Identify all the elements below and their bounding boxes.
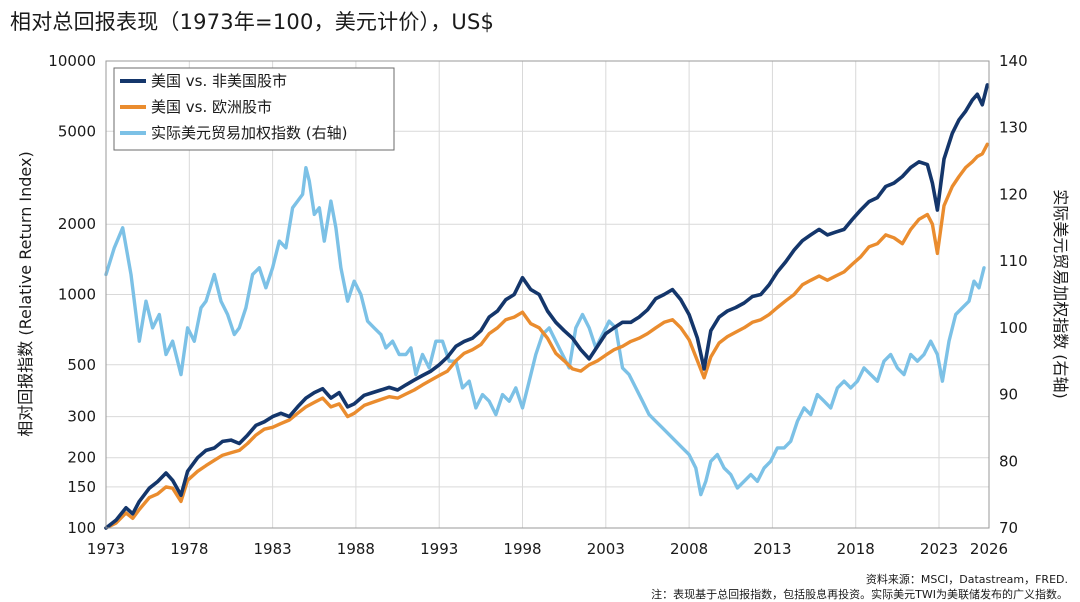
x-tick-label: 1973 — [87, 540, 125, 558]
series-line-us-vs-nonus — [104, 83, 990, 530]
legend-label-us-vs-europe: 美国 vs. 欧洲股市 — [151, 98, 272, 116]
x-tick-label: 2013 — [753, 540, 791, 558]
x-tick-label: 1978 — [170, 540, 208, 558]
y2-tick-label: 100 — [999, 319, 1028, 337]
y-tick-label: 100 — [67, 519, 96, 537]
y-tick-label: 10000 — [48, 52, 96, 70]
y2-tick-label: 90 — [999, 386, 1018, 404]
source-note: 资料来源：MSCI，Datastream，FRED. — [865, 573, 1068, 586]
axis-ticks: 100 150 200 300 500 1000 2000 5000 10000 1973 1978… — [48, 52, 1027, 558]
footnote: 注：表现基于总回报指数，包括股息再投资。实际美元TWI为美联储发布的广义指数。 — [651, 588, 1068, 601]
x-tick-label: 2026 — [970, 540, 1008, 558]
x-tick-label: 1988 — [337, 540, 375, 558]
y-tick-label: 5000 — [58, 122, 96, 140]
y2-tick-label: 120 — [999, 185, 1028, 203]
series-lines — [104, 83, 990, 530]
chart-title: 相对总回报表现（1973年=100，美元计价），US$ — [10, 10, 495, 34]
y2-tick-label: 80 — [999, 452, 1018, 470]
y2-tick-label: 70 — [999, 519, 1018, 537]
y2-tick-label: 110 — [999, 252, 1028, 270]
legend-box — [113, 67, 395, 151]
x-tick-label: 2023 — [920, 540, 958, 558]
y-axis-left-label: 相对回报指数 (Relative Return Index) — [16, 151, 35, 436]
plot-area-frame — [105, 60, 990, 529]
series-line-us-vs-europe — [104, 142, 989, 530]
y2-tick-label: 140 — [999, 52, 1028, 70]
legend-label-us-vs-nonus: 美国 vs. 非美国股市 — [151, 72, 287, 90]
y-tick-label: 150 — [67, 478, 96, 496]
y-axis-right-label: 实际美元贸易加权指数 (右轴) — [1051, 189, 1070, 399]
x-tick-label: 1983 — [254, 540, 292, 558]
y2-tick-label: 130 — [999, 119, 1028, 137]
x-tick-label: 2018 — [837, 540, 875, 558]
x-tick-label: 2008 — [670, 540, 708, 558]
x-tick-label: 1993 — [420, 540, 458, 558]
y-tick-label: 300 — [67, 408, 96, 426]
x-tick-label: 2003 — [587, 540, 625, 558]
x-tick-label: 1998 — [503, 540, 541, 558]
y-tick-label: 1000 — [58, 286, 96, 304]
y-tick-label: 200 — [67, 449, 96, 467]
legend: 美国 vs. 非美国股市 美国 vs. 欧洲股市 实际美元贸易加权指数 (右轴) — [113, 67, 395, 151]
legend-label-real-dollar-twi: 实际美元贸易加权指数 (右轴) — [151, 124, 347, 142]
y-tick-label: 500 — [67, 356, 96, 374]
y-tick-label: 2000 — [58, 215, 96, 233]
